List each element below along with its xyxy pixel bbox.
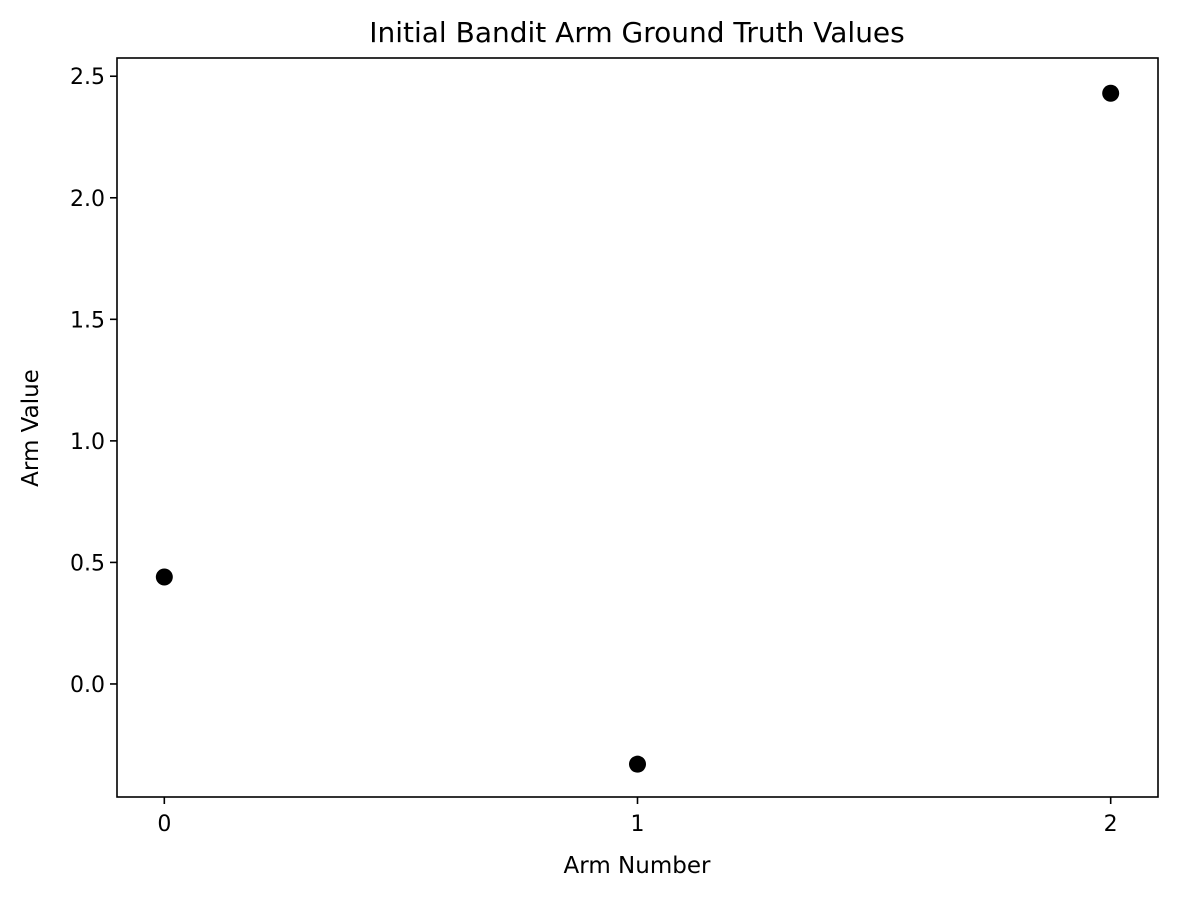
x-axis-label: Arm Number	[564, 853, 711, 879]
data-points	[155, 84, 1120, 773]
x-tick-label: 2	[1104, 812, 1118, 837]
y-tick-label: 2.0	[70, 187, 105, 212]
data-point	[629, 755, 646, 773]
y-axis-label: Arm Value	[18, 369, 44, 487]
data-point	[1102, 84, 1120, 102]
y-tick-label: 0.0	[70, 673, 105, 698]
y-axis: 0.0 0.5 1.0 1.5 2.0 2.5	[70, 65, 117, 698]
y-tick-label: 0.5	[70, 551, 105, 576]
y-tick-label: 1.0	[70, 430, 105, 455]
chart-title: Initial Bandit Arm Ground Truth Values	[369, 16, 905, 49]
x-tick-label: 1	[631, 812, 645, 837]
y-tick-label: 2.5	[70, 65, 105, 90]
y-tick-label: 1.5	[70, 308, 105, 333]
x-axis: 0 1 2	[157, 797, 1118, 837]
data-point	[155, 568, 173, 586]
x-tick-label: 0	[157, 812, 171, 837]
plot-area: 0 1 2 0.0 0.5 1.0 1.5 2.0 2.5	[70, 57, 1159, 837]
plot-frame	[116, 57, 1159, 798]
